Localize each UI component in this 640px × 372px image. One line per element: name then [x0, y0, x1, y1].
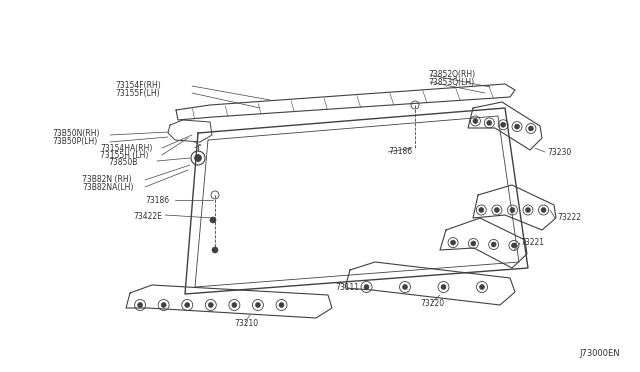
Circle shape: [473, 119, 478, 124]
Text: 73422E: 73422E: [133, 212, 162, 221]
Circle shape: [451, 240, 456, 245]
Circle shape: [161, 302, 166, 308]
Text: 73111: 73111: [335, 283, 359, 292]
Text: 73186: 73186: [145, 196, 169, 205]
Text: 73B82N (RH): 73B82N (RH): [82, 174, 132, 183]
Text: 73155H (LH): 73155H (LH): [100, 151, 148, 160]
Circle shape: [491, 242, 496, 247]
Circle shape: [479, 208, 484, 212]
Circle shape: [210, 217, 216, 223]
Text: 73B50N(RH): 73B50N(RH): [52, 128, 99, 138]
Text: 73230: 73230: [547, 148, 572, 157]
Circle shape: [511, 243, 516, 248]
Circle shape: [279, 302, 284, 308]
Circle shape: [494, 208, 499, 212]
Text: 73850B: 73850B: [108, 157, 138, 167]
Circle shape: [515, 124, 520, 129]
Text: J73000EN: J73000EN: [579, 349, 620, 358]
Circle shape: [255, 302, 260, 308]
Circle shape: [403, 285, 408, 289]
Circle shape: [541, 208, 546, 212]
Text: 73220: 73220: [420, 298, 444, 308]
Text: 73155F(LH): 73155F(LH): [115, 89, 159, 97]
Text: 73852Q(RH): 73852Q(RH): [428, 70, 475, 78]
Text: 73B82NA(LH): 73B82NA(LH): [82, 183, 133, 192]
Text: 73222: 73222: [557, 212, 581, 221]
Text: 73221: 73221: [520, 237, 544, 247]
Text: 73853Q(LH): 73853Q(LH): [428, 77, 474, 87]
Circle shape: [479, 285, 484, 289]
Circle shape: [195, 154, 202, 161]
Circle shape: [471, 241, 476, 246]
Text: 73186: 73186: [388, 147, 412, 155]
Circle shape: [364, 285, 369, 289]
Circle shape: [441, 285, 446, 289]
Circle shape: [138, 302, 143, 308]
Circle shape: [208, 302, 213, 308]
Circle shape: [185, 302, 189, 308]
Text: 73210: 73210: [234, 318, 258, 327]
Circle shape: [510, 208, 515, 212]
Text: 73154F(RH): 73154F(RH): [115, 80, 161, 90]
Text: 73B50P(LH): 73B50P(LH): [52, 137, 97, 145]
Circle shape: [232, 302, 237, 308]
Circle shape: [529, 126, 533, 131]
Circle shape: [212, 247, 218, 253]
Circle shape: [500, 122, 506, 127]
Text: 73154HA(RH): 73154HA(RH): [100, 144, 152, 153]
Circle shape: [487, 121, 492, 125]
Circle shape: [525, 208, 531, 212]
